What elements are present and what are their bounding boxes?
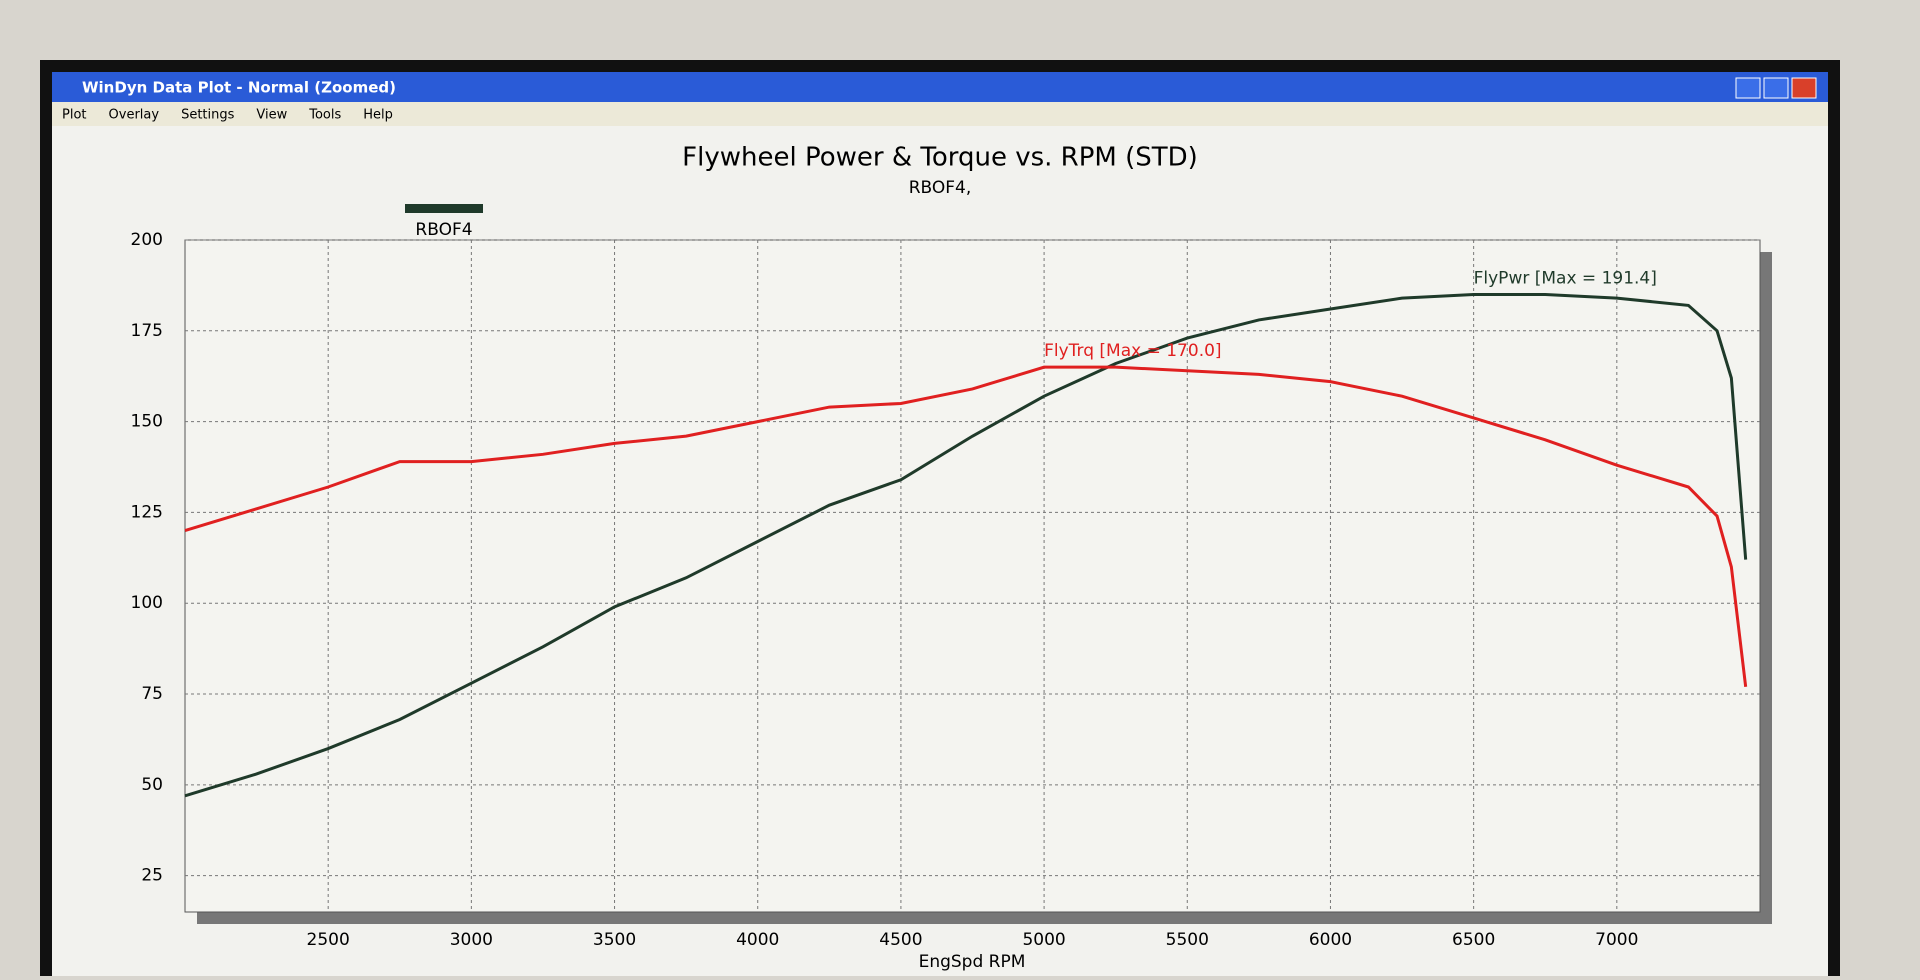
menu-item[interactable]: Settings [181,108,235,123]
series-line [184,365,1748,687]
maximize-button[interactable] [1763,77,1789,99]
window-title: WinDyn Data Plot - Normal (Zoomed) [82,79,396,97]
y-tick-label: 75 [141,684,163,704]
chart-subtitle: RBOF4, [909,178,972,198]
menu-bar [52,102,1828,126]
x-tick-label: 4500 [879,930,922,950]
x-axis-label: EngSpd RPM [919,952,1026,972]
x-tick-label: 7000 [1595,930,1638,950]
chart-title: Flywheel Power & Torque vs. RPM (STD) [682,143,1198,173]
menu-item[interactable]: Help [363,108,393,123]
x-tick-label: 5000 [1022,930,1065,950]
minimize-button[interactable] [1735,77,1761,99]
series-label: FlyPwr [Max = 191.4] [1474,268,1657,288]
y-tick-label: 50 [141,775,163,795]
menu-item[interactable]: View [256,108,287,123]
y-tick-label: 125 [131,502,163,522]
x-tick-label: 3000 [450,930,493,950]
y-tick-label: 150 [131,412,163,432]
series-line [184,292,1748,798]
close-button[interactable] [1791,77,1817,99]
x-tick-label: 6000 [1309,930,1352,950]
x-tick-label: 3500 [593,930,636,950]
y-tick-label: 175 [131,321,163,341]
y-tick-label: 25 [141,866,163,886]
menu-item[interactable]: Overlay [109,108,160,123]
menu-item[interactable]: Tools [308,108,341,123]
x-tick-label: 5500 [1166,930,1209,950]
menu-item[interactable]: Plot [62,108,87,123]
y-tick-label: 200 [131,230,163,250]
plot-area [184,239,1761,913]
x-tick-label: 2500 [307,930,350,950]
legend-label: RBOF4 [415,220,472,240]
y-tick-label: 100 [131,593,163,613]
legend-swatch [405,204,483,213]
series-label: FlyTrq [Max = 170.0] [1044,341,1221,361]
title-bar [52,72,1828,102]
x-tick-label: 6500 [1452,930,1495,950]
x-tick-label: 4000 [736,930,779,950]
